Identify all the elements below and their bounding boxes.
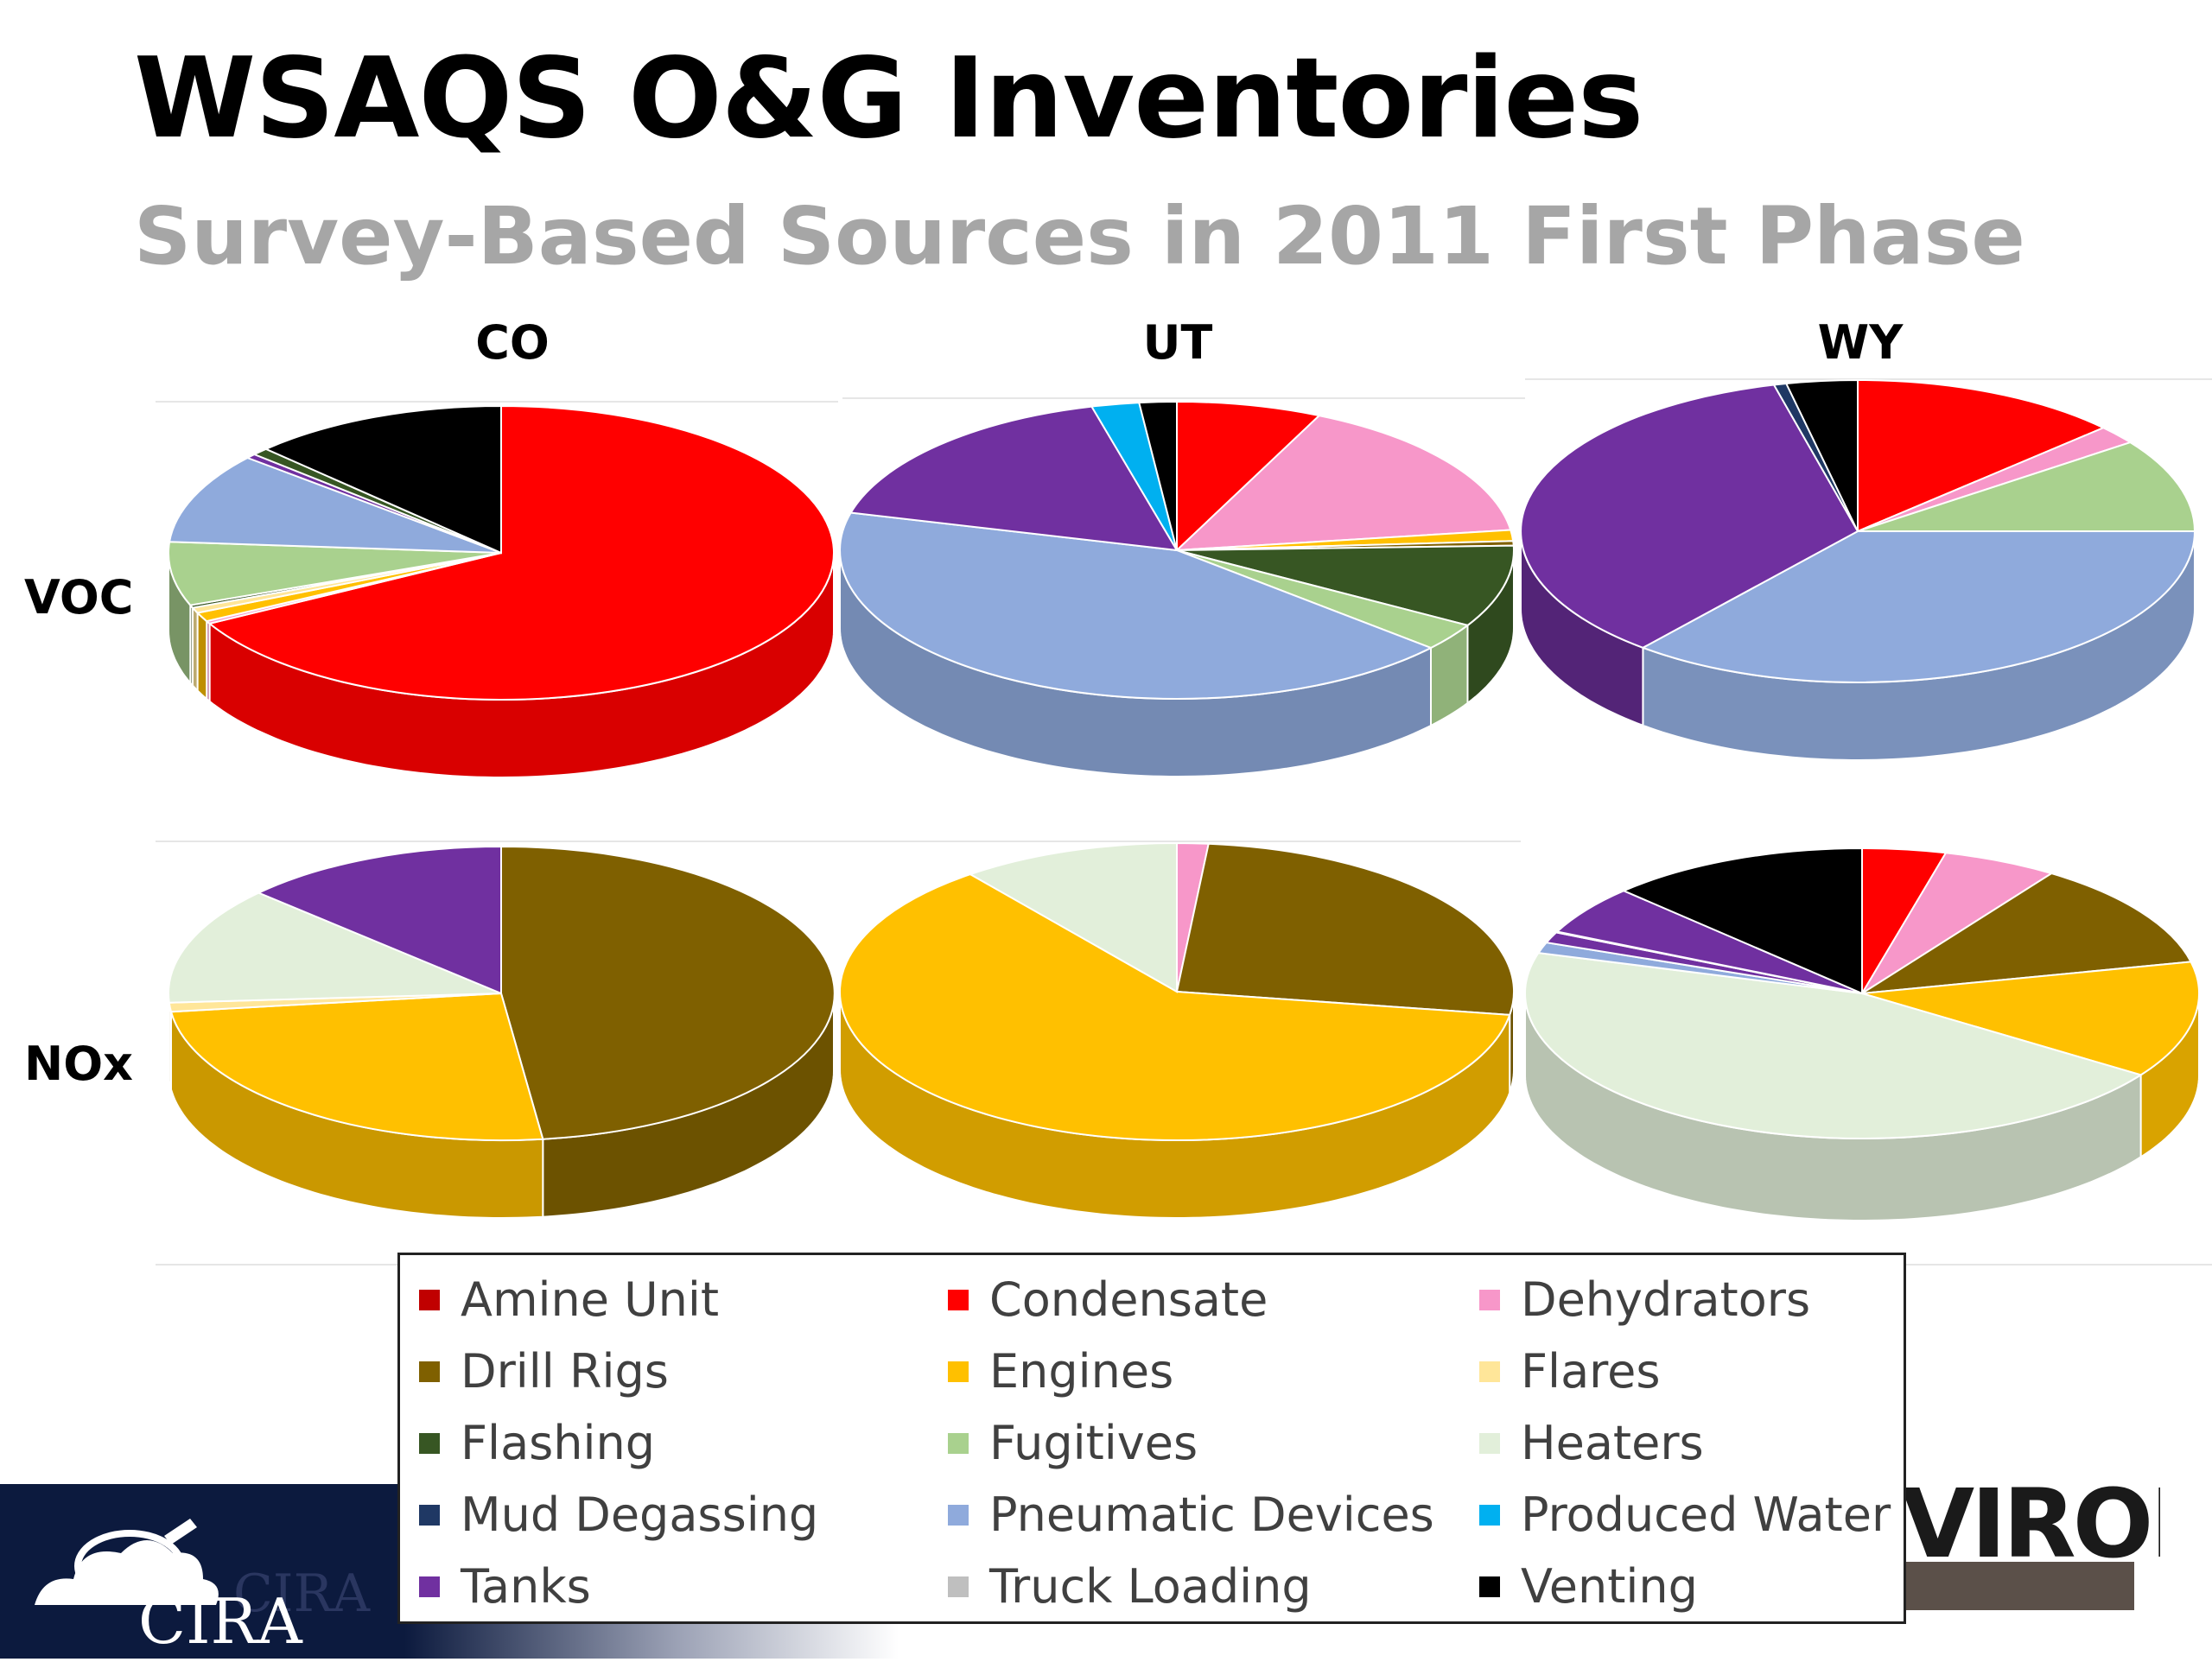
pie-slice	[968, 841, 1178, 993]
legend-swatch	[1479, 1504, 1500, 1526]
pie-nox-ut	[839, 841, 1515, 1219]
legend-swatch	[419, 1504, 440, 1526]
pie-slice	[256, 845, 502, 995]
legend-label: Tanks	[461, 1559, 591, 1614]
chart-legend: Amine Unit Condensate Dehydrators Drill Rig…	[397, 1253, 1906, 1624]
cloud-satellite-icon	[35, 1519, 219, 1605]
legend-swatch	[1479, 1432, 1500, 1454]
cira-logo	[0, 1484, 406, 1659]
legend-swatch	[1479, 1289, 1500, 1310]
pie-voc-wy	[1520, 378, 2196, 761]
legend-item: Engines	[948, 1335, 1479, 1407]
pie-slice	[839, 873, 1511, 1142]
legend-swatch	[419, 1432, 440, 1454]
pie-slice-side	[196, 611, 208, 701]
page-title: WSAQS O&G Inventories	[134, 35, 1643, 163]
pie-slice	[1175, 842, 1515, 1016]
column-label-wy: WY	[1817, 315, 1904, 370]
legend-swatch	[948, 1432, 969, 1454]
pie-slice	[1621, 847, 1863, 995]
legend-swatch	[948, 1504, 969, 1526]
legend-swatch	[948, 1576, 969, 1597]
legend-item: Flashing	[419, 1407, 948, 1479]
legend-label: Produced Water	[1521, 1488, 1891, 1542]
legend-item: Truck Loading	[948, 1551, 1479, 1622]
pie-voc-ut	[839, 400, 1515, 777]
legend-label: Venting	[1521, 1559, 1698, 1614]
legend-label: Fugitives	[989, 1416, 1198, 1470]
pie-slice	[207, 404, 835, 701]
pie-nox-wy	[1524, 847, 2200, 1221]
legend-label: Flares	[1521, 1344, 1661, 1399]
column-label-co: CO	[475, 315, 550, 370]
legend-swatch	[1479, 1576, 1500, 1597]
legend-label: Amine Unit	[461, 1272, 720, 1327]
legend-swatch	[419, 1289, 440, 1310]
pie-slice	[1861, 872, 2193, 994]
pie-slice	[1520, 384, 1859, 649]
legend-label: Mud Degassing	[461, 1488, 819, 1542]
pie-slice	[1857, 378, 2106, 533]
pie-slice	[168, 541, 502, 606]
pie-slice	[168, 456, 502, 554]
pie-nox-co	[168, 845, 836, 1219]
pie-slice	[1176, 544, 1515, 626]
pie-slice	[1174, 415, 1512, 552]
legend-swatch	[948, 1361, 969, 1382]
pie-slice	[1138, 400, 1178, 551]
legend-label: Engines	[989, 1344, 1174, 1399]
legend-item: Dehydrators	[1479, 1264, 1920, 1335]
pie-slice	[168, 891, 502, 1004]
pie-slice	[1857, 441, 2196, 532]
legend-label: Pneumatic Devices	[989, 1488, 1434, 1542]
header-rule-wy	[1525, 378, 2212, 380]
pie-slice	[1784, 378, 1859, 532]
legend-item: Drill Rigs	[419, 1335, 948, 1407]
legend-item: Tanks	[419, 1551, 948, 1622]
legend-swatch	[419, 1576, 440, 1597]
legend-swatch	[1479, 1361, 1500, 1382]
legend-item: Produced Water	[1479, 1479, 1920, 1551]
row-label-voc: VOC	[24, 570, 134, 625]
legend-item: Condensate	[948, 1264, 1479, 1335]
pie-slice	[839, 511, 1433, 700]
legend-item: Mud Degassing	[419, 1479, 948, 1551]
page-subtitle: Survey-Based Sources in 2011 First Phase	[134, 190, 2025, 282]
legend-swatch	[948, 1289, 969, 1310]
row-label-nox: NOx	[24, 1037, 133, 1091]
pie-charts-grid	[168, 378, 2200, 1221]
legend-label: Truck Loading	[989, 1559, 1312, 1614]
pie-slice	[1176, 400, 1321, 553]
legend-label: Flashing	[461, 1416, 656, 1470]
legend-label: Dehydrators	[1521, 1272, 1811, 1327]
partner-logo-text: VIRON	[1901, 1469, 2160, 1579]
legend-label: Heaters	[1521, 1416, 1704, 1470]
column-label-ut: UT	[1142, 315, 1213, 370]
pie-slice	[169, 992, 544, 1142]
header-rule-ut	[842, 397, 1525, 399]
pie-voc-co	[168, 404, 835, 778]
legend-swatch	[419, 1361, 440, 1382]
pie-slice	[264, 404, 502, 555]
row-divider	[156, 841, 1521, 842]
legend-label: Drill Rigs	[461, 1344, 669, 1399]
pie-slice	[1861, 961, 2200, 1076]
cira-logo-text: CIRA	[138, 1585, 302, 1658]
legend-label: Condensate	[989, 1272, 1268, 1327]
legend-item: Venting	[1479, 1551, 1920, 1622]
partner-logo-bar	[1905, 1562, 2134, 1610]
cira-logo-watermark: CIRA	[233, 1564, 371, 1624]
legend-item: Amine Unit	[419, 1264, 948, 1335]
pie-slice	[1524, 952, 2144, 1139]
pie-slice	[1554, 890, 1863, 994]
pie-slice	[500, 845, 836, 1140]
legend-item: Fugitives	[948, 1407, 1479, 1479]
header-rule-co	[156, 401, 838, 403]
legend-item: Pneumatic Devices	[948, 1479, 1479, 1551]
pie-slice	[849, 405, 1179, 552]
pie-slice	[1861, 852, 2054, 994]
pie-slice	[1640, 530, 2196, 683]
legend-item: Flares	[1479, 1335, 1920, 1407]
legend-item: Heaters	[1479, 1407, 1920, 1479]
